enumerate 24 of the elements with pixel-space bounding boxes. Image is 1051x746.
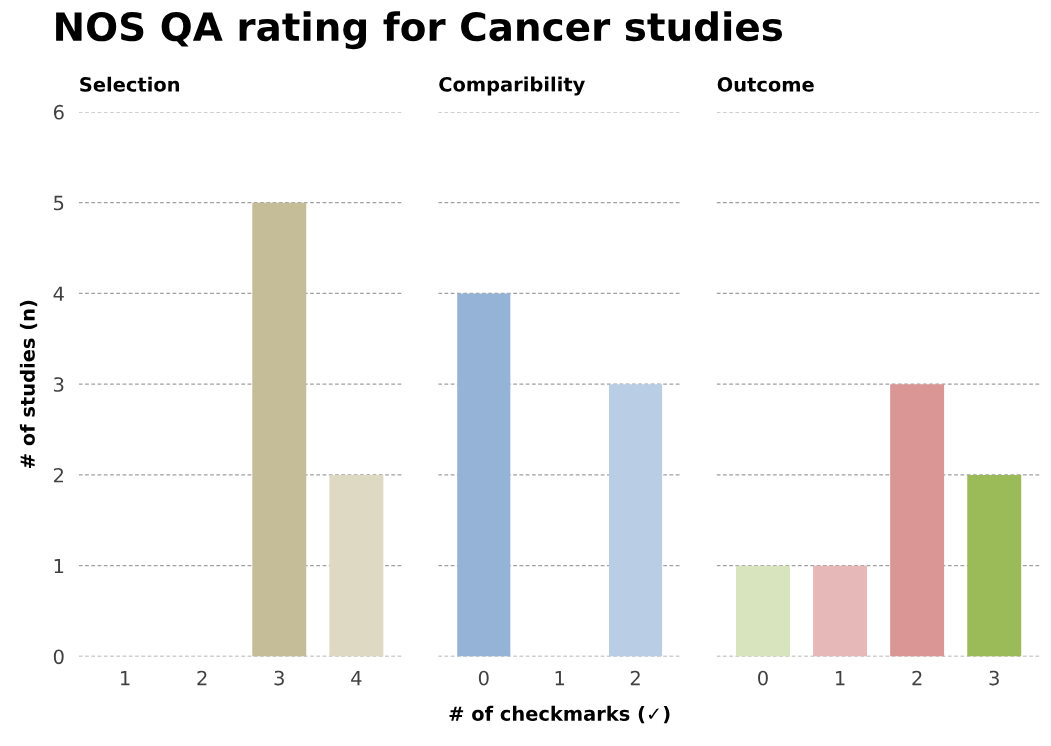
- chart-title: NOS QA rating for Cancer studies: [56, 11, 783, 50]
- x-tick-label: 2: [912, 670, 922, 686]
- x-tick-label: 1: [836, 670, 845, 686]
- x-tick-label: 3: [274, 670, 284, 686]
- x-axis-title: # of checkmarks (✓): [449, 705, 670, 724]
- y-tick-label: 0: [53, 649, 64, 665]
- chart-subtitle: Comparibility: [439, 76, 585, 96]
- x-tick-label: 2: [630, 670, 640, 686]
- y-tick-label: 5: [54, 195, 64, 211]
- chart-subtitle: Selection: [80, 76, 180, 92]
- y-tick-label: 3: [54, 377, 64, 392]
- x-tick-label: 1: [555, 670, 565, 686]
- y-tick-label: 1: [54, 558, 64, 574]
- x-tick-label: 2: [197, 670, 207, 686]
- x-tick-label: 4: [351, 670, 362, 686]
- x-tick-label: 1: [121, 670, 130, 686]
- y-tick-label: 2: [53, 467, 63, 483]
- y-tick-label: 6: [53, 104, 64, 120]
- x-tick-label: 3: [989, 670, 999, 686]
- chart-subtitle: Outcome: [717, 77, 814, 92]
- x-tick-label: 0: [478, 670, 489, 686]
- y-tick-label: 4: [53, 286, 64, 301]
- y-axis-title: # of studies (n): [19, 300, 38, 468]
- x-tick-label: 0: [758, 670, 768, 686]
